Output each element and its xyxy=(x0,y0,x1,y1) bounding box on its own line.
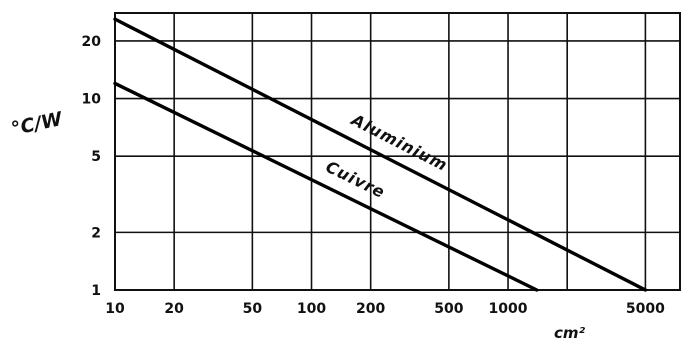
x-tick-labels: 10 20 50 100 200 500 1000 5000 xyxy=(105,301,665,317)
plot-frame xyxy=(114,12,681,291)
y-tick-label: 20 xyxy=(82,34,102,50)
x-tick-label: 5000 xyxy=(626,301,665,317)
y-axis-label: °C/W xyxy=(9,108,65,140)
x-tick-label: 200 xyxy=(356,301,385,317)
x-tick-label: 50 xyxy=(243,301,263,317)
x-tick-label: 20 xyxy=(164,301,184,317)
series-lines xyxy=(113,17,648,292)
x-tick-label: 500 xyxy=(434,301,463,317)
x-tick-label: 100 xyxy=(297,301,326,317)
series-line-cuivre xyxy=(113,81,539,292)
y-tick-label: 1 xyxy=(91,283,101,299)
x-axis-label: cm² xyxy=(554,324,586,342)
y-tick-label: 2 xyxy=(91,225,101,241)
y-tick-labels: 1 2 5 10 20 xyxy=(82,34,102,299)
series-label-cuivre: Cuivre xyxy=(323,157,389,202)
y-tick-label: 5 xyxy=(91,149,101,165)
y-tick-label: 10 xyxy=(82,92,102,108)
series-line-aluminium xyxy=(113,17,648,292)
x-tick-label: 1000 xyxy=(489,301,528,317)
x-tick-label: 10 xyxy=(105,301,125,317)
